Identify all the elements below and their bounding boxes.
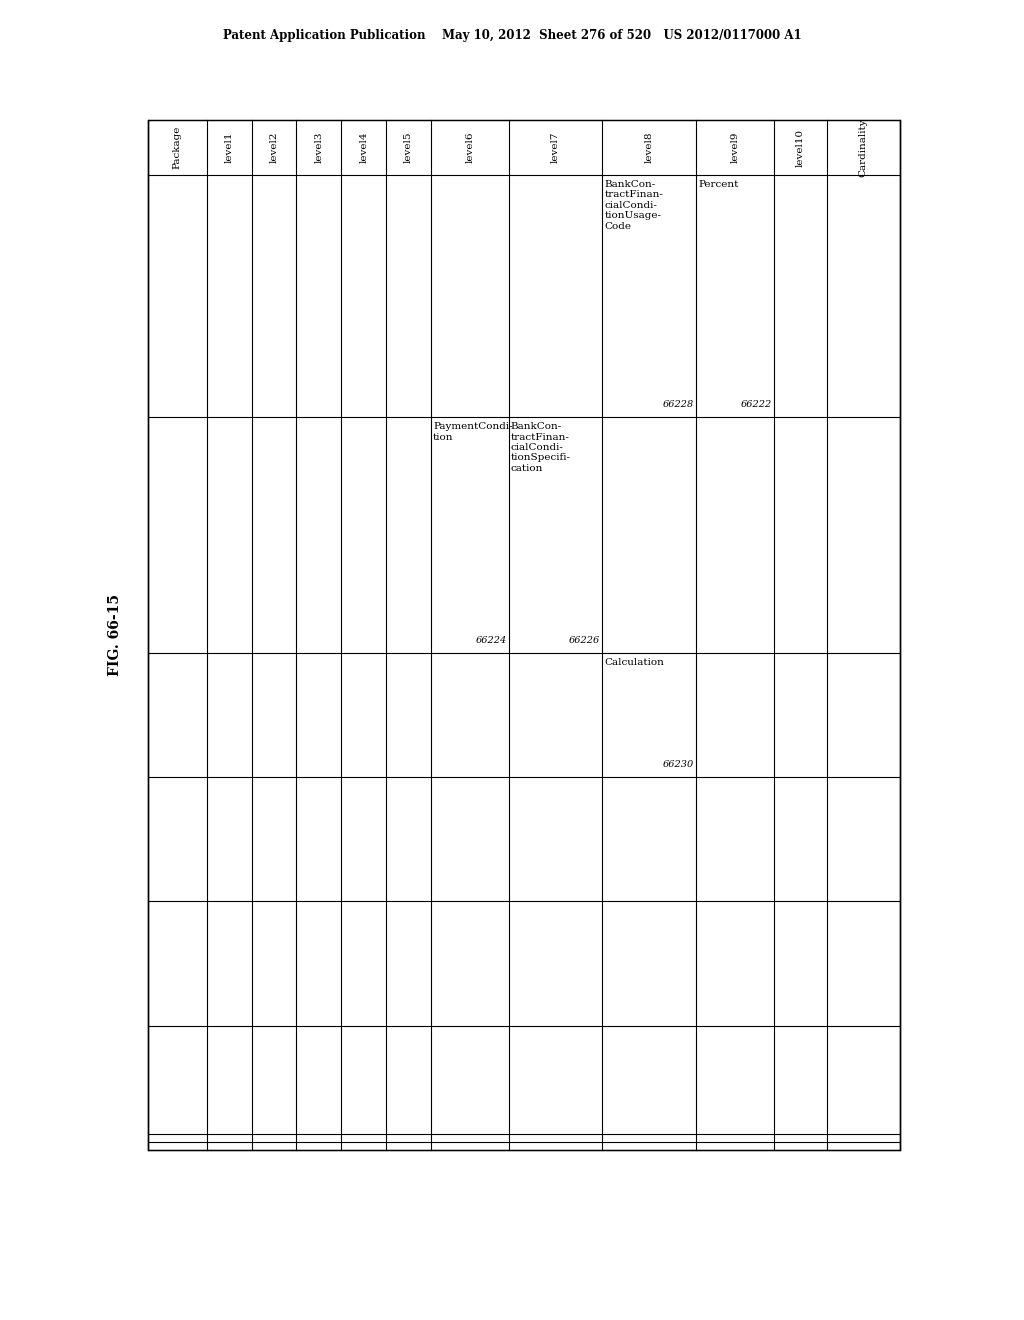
Text: Calculation: Calculation — [604, 657, 665, 667]
Text: 66228: 66228 — [663, 400, 694, 409]
Text: 66224: 66224 — [475, 636, 507, 644]
Text: 66226: 66226 — [569, 636, 600, 644]
Text: 66230: 66230 — [663, 760, 694, 770]
Text: BankCon-
tractFinan-
cialCondi-
tionSpecifi-
cation: BankCon- tractFinan- cialCondi- tionSpec… — [511, 422, 570, 473]
Text: FIG. 66-15: FIG. 66-15 — [108, 594, 122, 676]
Text: level8: level8 — [645, 132, 653, 164]
Text: 66222: 66222 — [740, 400, 771, 409]
Bar — [148, 120, 900, 1150]
Text: level9: level9 — [730, 132, 739, 164]
Text: BankCon-
tractFinan-
cialCondi-
tionUsage-
Code: BankCon- tractFinan- cialCondi- tionUsag… — [604, 180, 664, 231]
Text: level10: level10 — [796, 128, 805, 166]
Text: Cardinality: Cardinality — [859, 119, 867, 177]
Text: level6: level6 — [465, 132, 474, 164]
Text: level4: level4 — [359, 132, 369, 164]
Text: Package: Package — [173, 125, 182, 169]
Text: level5: level5 — [404, 132, 413, 164]
Text: level2: level2 — [269, 132, 279, 164]
Text: level1: level1 — [224, 132, 233, 164]
Text: PaymentCondi-
tion: PaymentCondi- tion — [433, 422, 513, 441]
Text: Patent Application Publication    May 10, 2012  Sheet 276 of 520   US 2012/01170: Patent Application Publication May 10, 2… — [222, 29, 802, 41]
Text: level3: level3 — [314, 132, 324, 164]
Text: Percent: Percent — [698, 180, 738, 189]
Text: level7: level7 — [551, 132, 560, 164]
